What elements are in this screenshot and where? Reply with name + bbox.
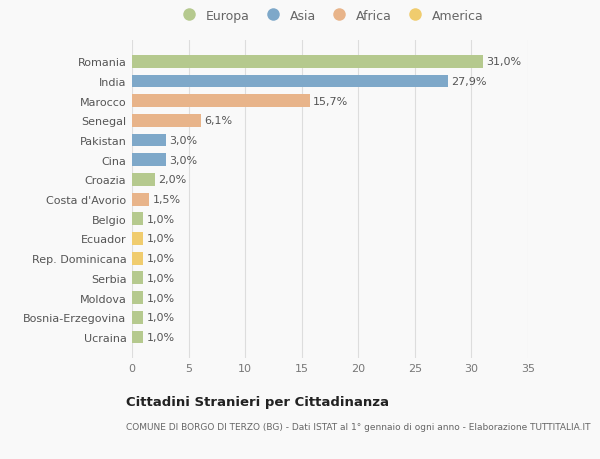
Bar: [132, 311, 143, 324]
Text: 31,0%: 31,0%: [486, 57, 521, 67]
Bar: [132, 213, 143, 226]
Legend: Europa, Asia, Africa, America: Europa, Asia, Africa, America: [176, 10, 484, 22]
Bar: [132, 115, 201, 128]
Bar: [132, 272, 143, 285]
Bar: [132, 174, 155, 186]
Text: 15,7%: 15,7%: [313, 96, 348, 106]
Text: 1,0%: 1,0%: [147, 332, 175, 342]
Text: 1,0%: 1,0%: [147, 293, 175, 303]
Text: 6,1%: 6,1%: [205, 116, 233, 126]
Bar: [132, 75, 448, 88]
Bar: [132, 193, 149, 206]
Text: 27,9%: 27,9%: [451, 77, 487, 87]
Text: 1,0%: 1,0%: [147, 214, 175, 224]
Bar: [132, 252, 143, 265]
Bar: [132, 95, 310, 108]
Text: 1,0%: 1,0%: [147, 234, 175, 244]
Text: 1,0%: 1,0%: [147, 313, 175, 323]
Text: Cittadini Stranieri per Cittadinanza: Cittadini Stranieri per Cittadinanza: [126, 395, 389, 408]
Text: 3,0%: 3,0%: [169, 136, 197, 146]
Bar: [132, 291, 143, 304]
Text: 2,0%: 2,0%: [158, 175, 186, 185]
Text: 1,0%: 1,0%: [147, 254, 175, 263]
Bar: [132, 233, 143, 246]
Bar: [132, 331, 143, 344]
Text: COMUNE DI BORGO DI TERZO (BG) - Dati ISTAT al 1° gennaio di ogni anno - Elaboraz: COMUNE DI BORGO DI TERZO (BG) - Dati IST…: [126, 422, 590, 431]
Bar: [132, 134, 166, 147]
Text: 1,5%: 1,5%: [152, 195, 181, 205]
Text: 1,0%: 1,0%: [147, 273, 175, 283]
Bar: [132, 56, 483, 68]
Bar: [132, 154, 166, 167]
Text: 3,0%: 3,0%: [169, 155, 197, 165]
